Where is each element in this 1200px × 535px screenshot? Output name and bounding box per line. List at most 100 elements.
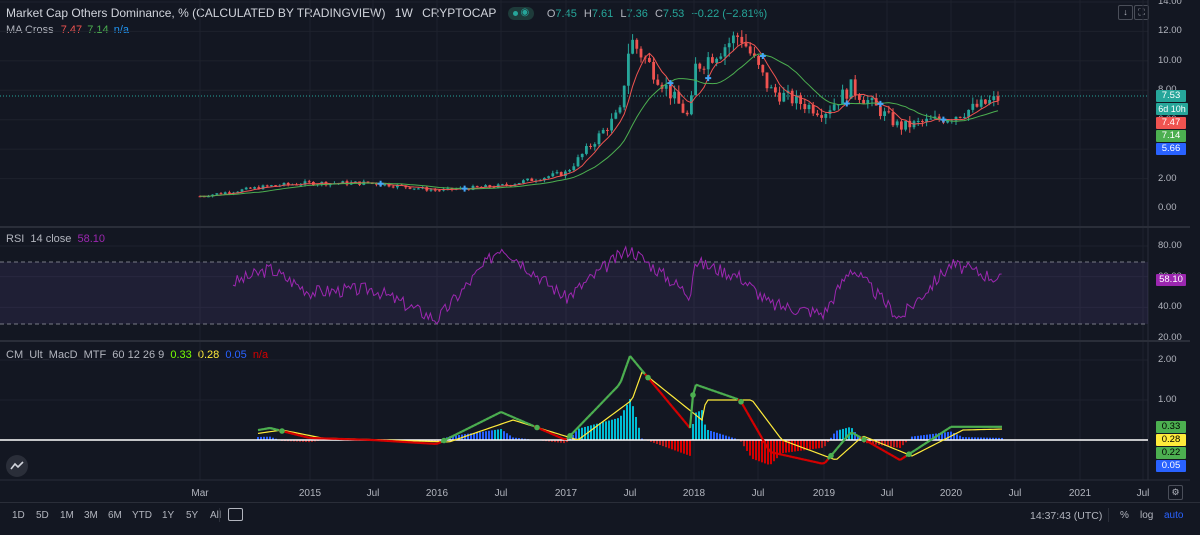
candle-body	[849, 79, 853, 99]
macd-line-segment	[263, 427, 268, 431]
range-button-5d[interactable]: 5D	[36, 510, 49, 521]
range-button-5y[interactable]: 5Y	[186, 510, 199, 521]
legend-macd[interactable]: CM_Ult_MacD_MTF 60 12 26 9 0.33 0.28 0.0…	[6, 349, 268, 361]
settings-gear-icon[interactable]: ⚙	[1168, 485, 1183, 500]
legend-ma-cross[interactable]: MA Cross 7.47 7.14 n/a	[6, 24, 129, 36]
o-label: O	[546, 8, 556, 20]
macd-line-segment	[794, 456, 799, 460]
macd-line-segment	[854, 433, 859, 437]
candle-body	[488, 185, 492, 188]
macd-line-segment	[899, 457, 904, 461]
macd-hist-bar	[746, 440, 748, 451]
candle-body	[408, 187, 412, 189]
candle-body	[412, 188, 416, 190]
macd-cross-dot	[534, 424, 540, 431]
macd-line-segment	[893, 455, 898, 460]
macd-line-segment	[578, 422, 583, 428]
clock-label[interactable]: 14:37:43 (UTC)	[1030, 510, 1103, 522]
macd-hist-bar	[791, 440, 793, 452]
macd-line-segment	[725, 394, 730, 398]
macd-hist-bar	[590, 425, 592, 440]
auto-toggle[interactable]: auto	[1164, 510, 1184, 521]
macd-line-segment	[761, 437, 766, 444]
macd-line-segment	[479, 420, 484, 424]
candle-body	[845, 89, 849, 99]
macd-line-segment	[485, 417, 490, 421]
market-status-toggle[interactable]: ◉	[507, 7, 534, 21]
macd-v2: 0.28	[197, 349, 220, 361]
macd-hist-bar	[512, 437, 514, 440]
macd-cross-dot	[645, 374, 651, 381]
interval-label[interactable]: 1W	[394, 6, 413, 20]
macd-line-segment	[539, 427, 544, 432]
l-value: 7.36	[626, 8, 648, 20]
candle-body	[963, 116, 966, 118]
macd-hist-bar	[551, 440, 553, 442]
macd-line-segment	[917, 445, 922, 450]
candle-body	[908, 120, 912, 128]
candle-body	[715, 58, 718, 63]
macd-line-segment	[731, 396, 736, 400]
range-button-1m[interactable]: 1M	[60, 510, 74, 521]
price-axis-tick: 0.00	[1158, 202, 1177, 213]
download-icon[interactable]: ↓	[1118, 5, 1133, 20]
macd-hist-bar	[626, 404, 628, 440]
log-toggle[interactable]: log	[1140, 510, 1154, 521]
date-range-icon[interactable]	[228, 508, 243, 521]
range-button-6m[interactable]: 6M	[108, 510, 122, 521]
candle-body	[484, 185, 487, 188]
range-button-ytd[interactable]: YTD	[132, 510, 152, 521]
macd-hist-bar	[554, 440, 556, 443]
range-button-1d[interactable]: 1D	[12, 510, 25, 521]
legend-rsi[interactable]: RSI 14 close 58.10	[6, 233, 105, 245]
macd-line-segment	[749, 416, 754, 424]
macd-line-segment	[503, 412, 508, 416]
macd-line-segment	[515, 417, 520, 421]
candle-body	[307, 181, 311, 183]
clock-separator	[1108, 508, 1109, 522]
candle-body	[223, 192, 227, 195]
macd-hist-bar	[845, 428, 847, 440]
range-button-all[interactable]: All	[210, 510, 222, 521]
symbol-title[interactable]: Market Cap Others Dominance, % (CALCULAT…	[6, 6, 386, 20]
ma-cross-marker	[877, 100, 884, 107]
macd-hist-bar	[662, 440, 664, 447]
tradingview-logo-icon[interactable]	[6, 455, 28, 477]
macd-hist-bar	[491, 430, 493, 440]
macd-hist-bar	[692, 423, 694, 440]
range-button-3m[interactable]: 3M	[84, 510, 98, 521]
macd-hist-bar	[593, 424, 595, 440]
macd-hist-bar	[674, 440, 676, 451]
percent-toggle[interactable]: %	[1120, 510, 1129, 521]
macd-hist-bar	[809, 440, 811, 450]
macd-line-segment	[467, 426, 472, 430]
range-button-1y[interactable]: 1Y	[162, 510, 175, 521]
macd-hist-bar	[1001, 437, 1003, 440]
macd-hist-bar	[701, 410, 703, 440]
macd-hist-bar	[779, 440, 781, 456]
candle-body	[816, 113, 819, 116]
candle-body	[799, 95, 802, 105]
macd-line-segment	[608, 391, 613, 397]
candle-body	[501, 184, 504, 186]
macd-line-segment	[785, 454, 790, 458]
macd-line-segment	[857, 435, 862, 439]
candle-body	[900, 121, 903, 130]
candle-body	[219, 193, 223, 195]
macd-hist-bar	[986, 437, 988, 440]
macd-line-segment	[902, 455, 907, 459]
macd-hist-bar	[872, 440, 874, 445]
candle-body	[244, 187, 248, 190]
macd-line-segment	[944, 427, 949, 432]
macd-line-segment	[947, 425, 952, 430]
ma-cross-v1: 7.47	[60, 24, 83, 36]
macd-line-segment	[770, 451, 775, 454]
candle-body	[916, 121, 920, 123]
candle-body	[274, 185, 277, 187]
macd-line-segment	[688, 394, 695, 429]
macd-hist-bar	[713, 431, 715, 440]
macd-line-segment	[656, 387, 661, 393]
macd-line-segment	[878, 447, 883, 451]
macd-line-segment	[743, 406, 748, 413]
